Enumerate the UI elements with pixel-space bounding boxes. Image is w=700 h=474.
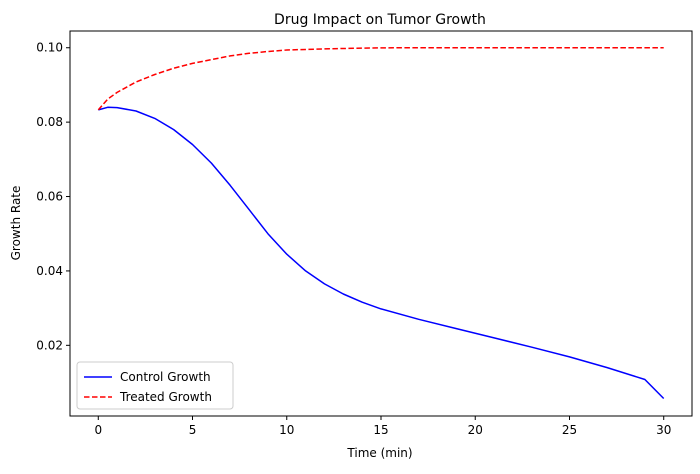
y-tick-label: 0.08: [36, 115, 63, 129]
legend-label-control: Control Growth: [120, 370, 211, 384]
y-axis: 0.02 0.04 0.06 0.08 0.10: [36, 41, 70, 352]
y-tick-label: 0.02: [36, 338, 63, 352]
y-axis-label: Growth Rate: [9, 186, 23, 261]
plot-area: [97, 46, 665, 400]
legend: Control Growth Treated Growth: [76, 361, 234, 410]
legend-box: [76, 361, 234, 410]
x-tick-label: 20: [468, 423, 483, 437]
x-axis: 0 5 10 15 20 25 30: [94, 416, 671, 437]
x-tick-label: 25: [562, 423, 577, 437]
y-tick-label: 0.06: [36, 190, 63, 204]
series-line-control: [98, 106, 665, 400]
x-tick-label: 15: [373, 423, 388, 437]
x-tick-label: 0: [94, 423, 102, 437]
chart-title: Drug Impact on Tumor Growth: [274, 12, 486, 28]
x-axis-label: Time (min): [346, 446, 412, 460]
x-tick-label: 5: [189, 423, 197, 437]
y-tick-label: 0.04: [36, 264, 63, 278]
legend-label-treated: Treated Growth: [119, 390, 212, 404]
y-tick-label: 0.10: [36, 41, 63, 55]
series-line-treated: [97, 46, 664, 111]
x-tick-label: 30: [656, 423, 671, 437]
x-tick-label: 10: [279, 423, 294, 437]
